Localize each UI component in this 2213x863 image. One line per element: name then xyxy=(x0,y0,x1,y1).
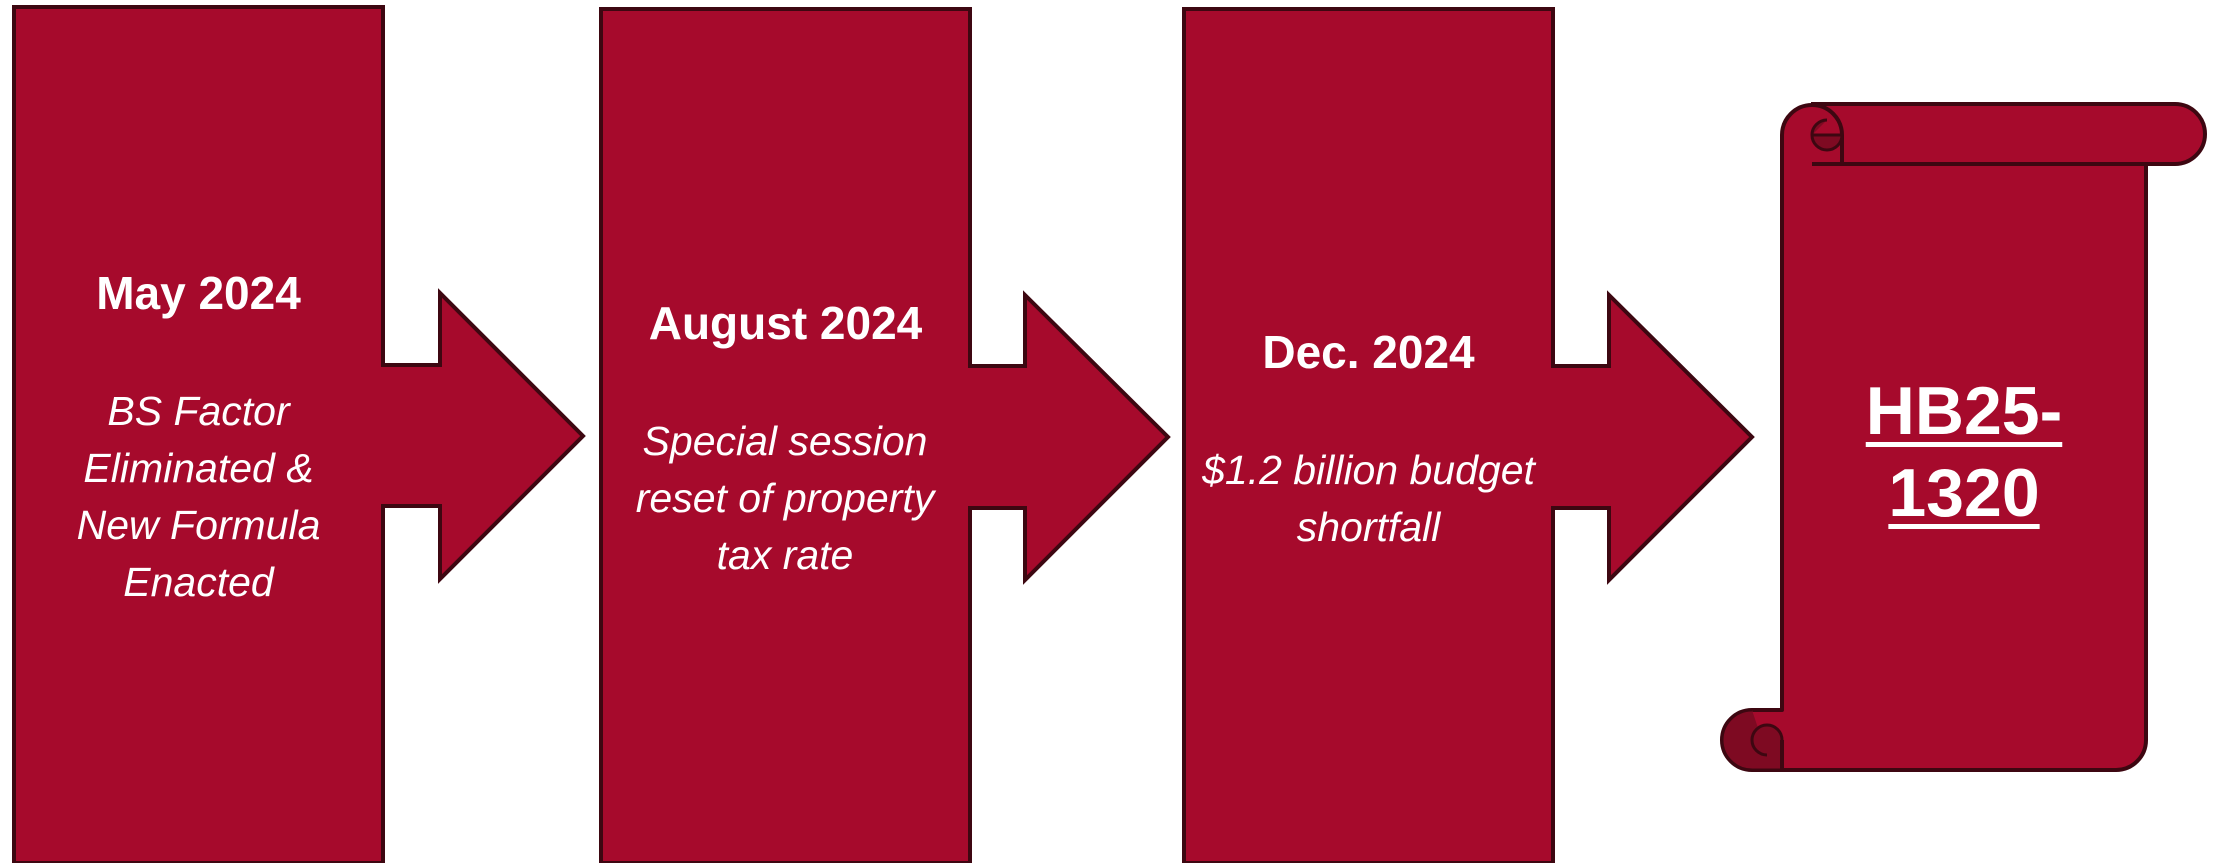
bill-scroll-shape xyxy=(1720,102,2207,772)
step-2-date: August 2024 xyxy=(648,297,923,349)
step-3-date: Dec. 2024 xyxy=(1262,326,1475,378)
step-1-arrow-shape xyxy=(12,5,586,863)
step-2-description: Special session reset of property tax ra… xyxy=(635,418,935,578)
scroll-bottom-curl xyxy=(1720,708,1784,772)
bill-number: HB25-1320 xyxy=(1865,373,2063,531)
step-1-description: BS Factor Eliminated & New Formula Enact… xyxy=(76,388,321,605)
step-2-arrow-shape xyxy=(599,7,1171,863)
scroll-top-roll xyxy=(1811,102,2207,166)
scroll-top-curl xyxy=(1810,118,1844,152)
step-3-description: $1.2 billion budget shortfall xyxy=(1202,447,1535,550)
step-1-date: May 2024 xyxy=(96,267,301,319)
step-3-arrow-shape xyxy=(1182,7,1755,863)
